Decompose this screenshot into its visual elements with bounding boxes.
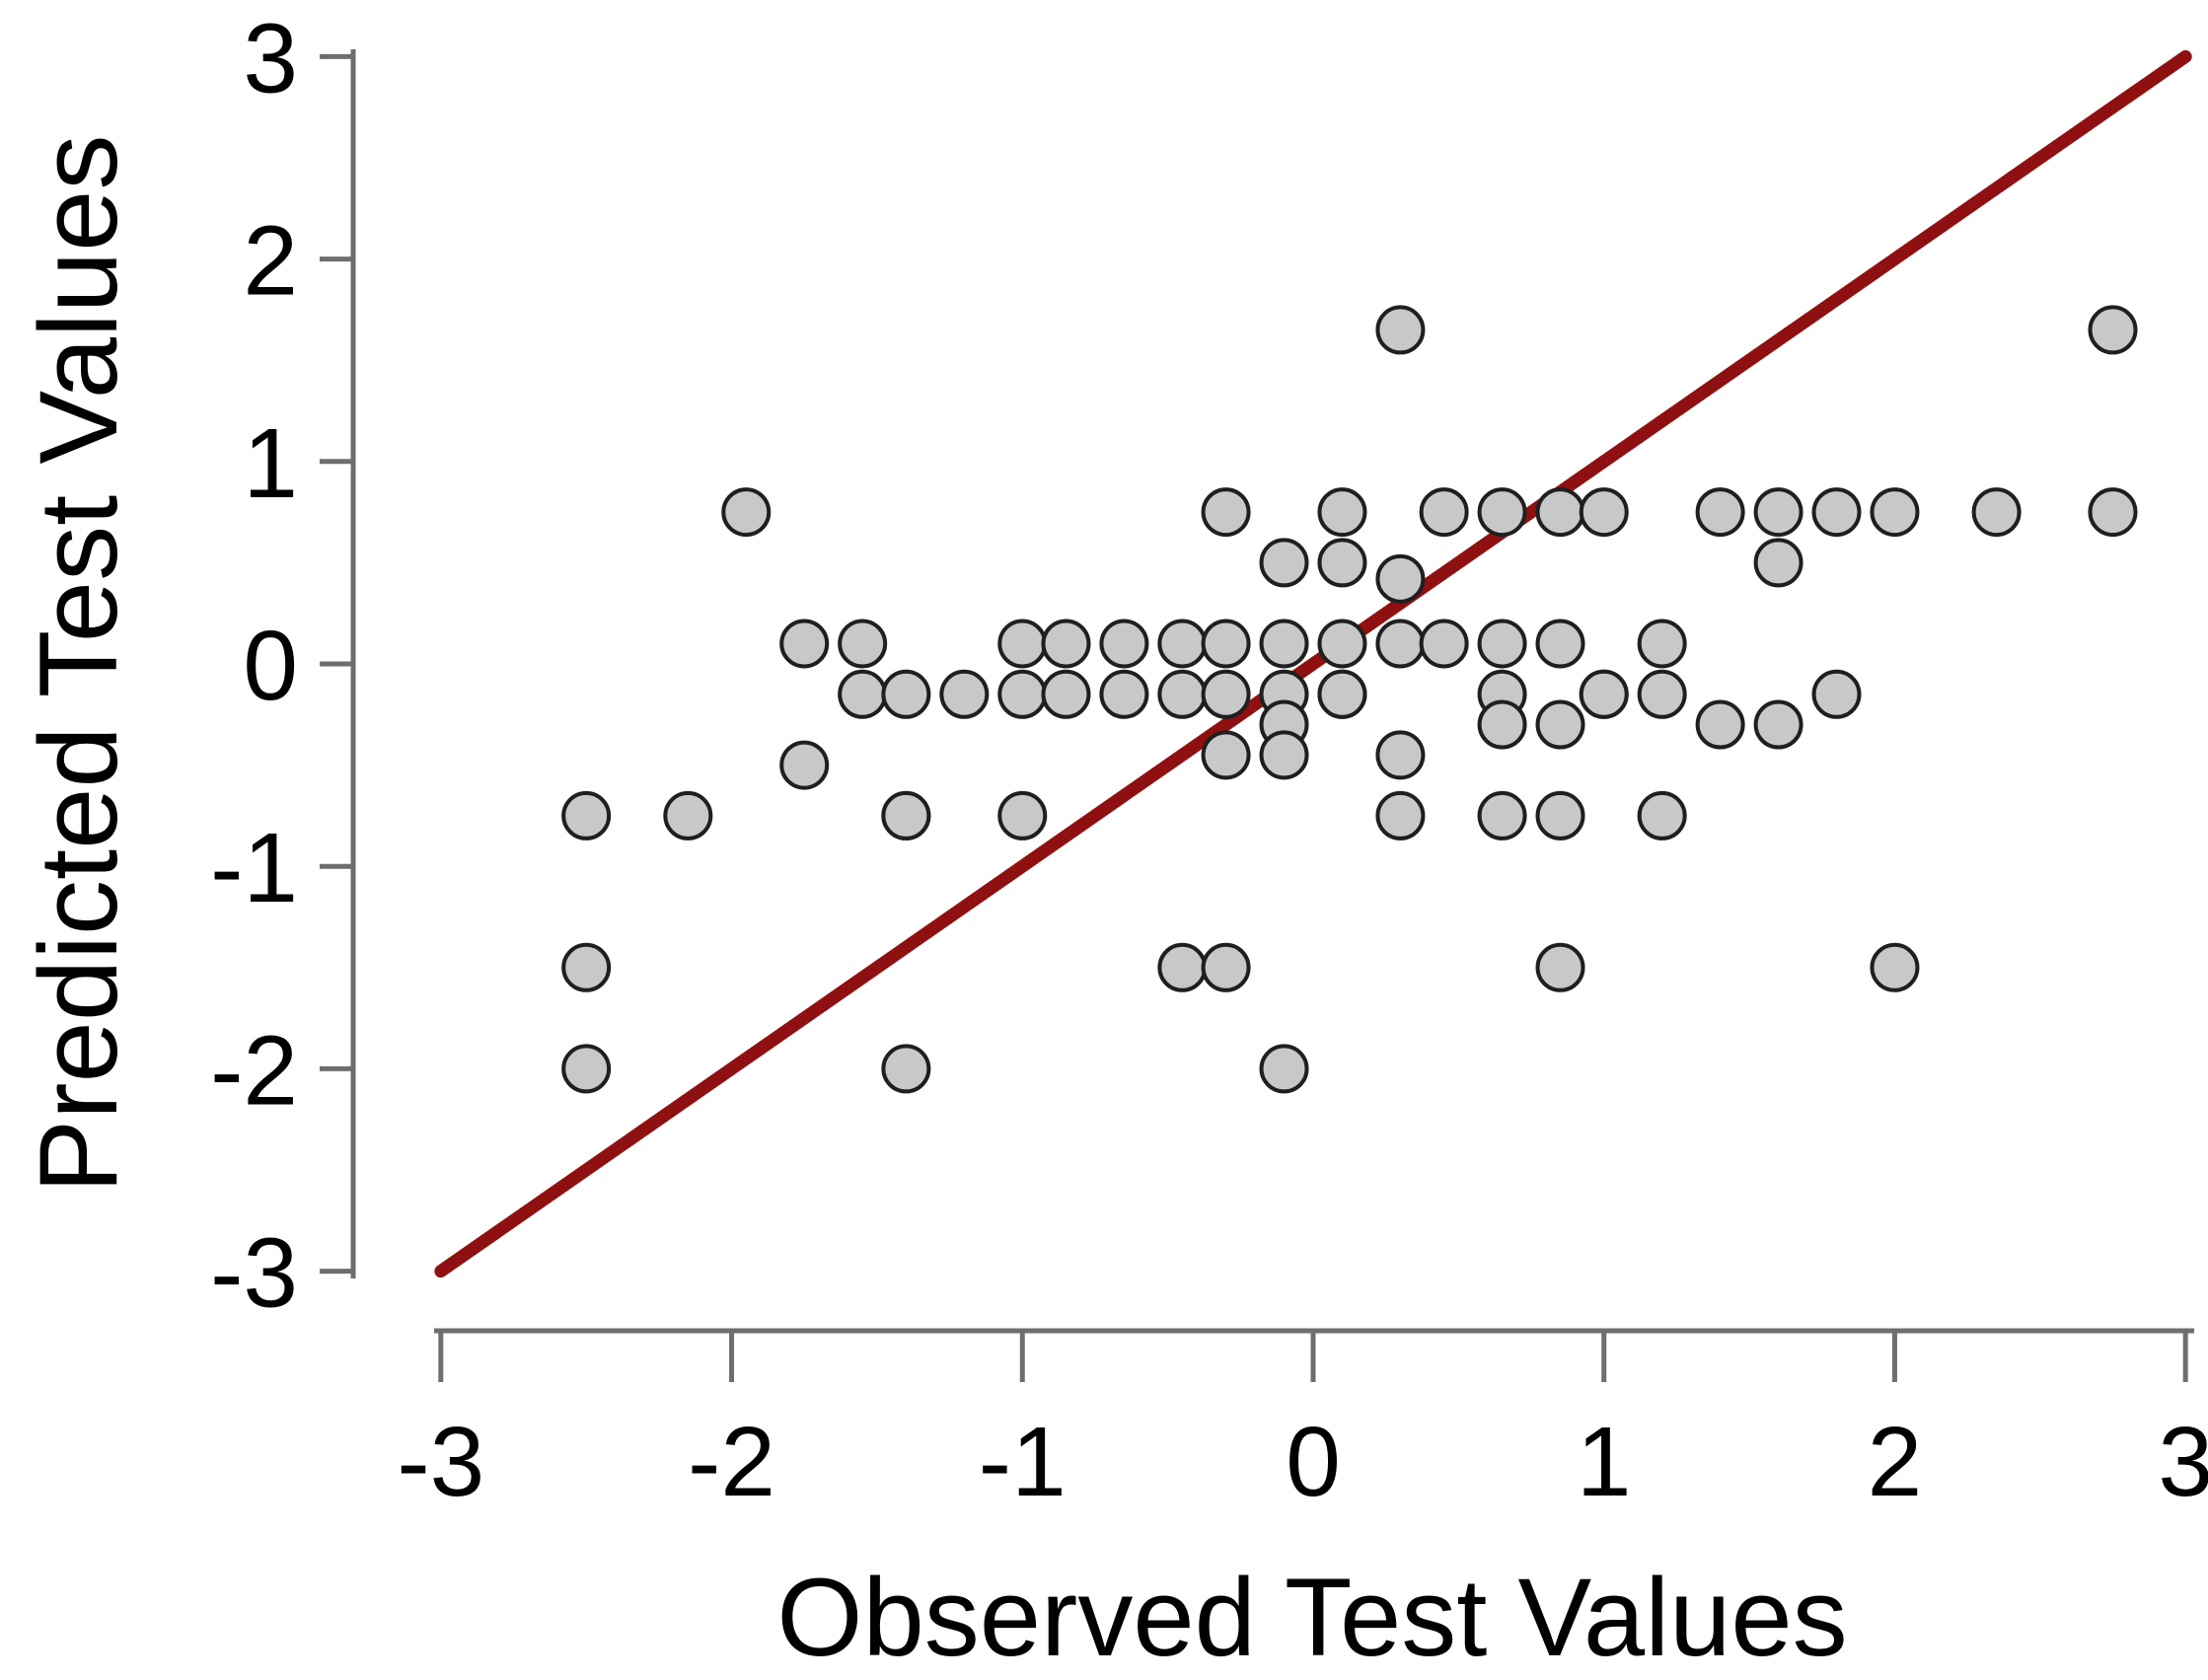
data-point xyxy=(1870,487,1920,538)
data-point xyxy=(1971,487,2022,538)
data-point xyxy=(779,619,830,669)
data-point xyxy=(721,487,772,538)
data-point xyxy=(1637,619,1687,669)
y-axis-title: Predicted Test Values xyxy=(17,135,140,1194)
x-tick-label: -1 xyxy=(979,1407,1067,1517)
data-point xyxy=(1317,487,1367,538)
data-point xyxy=(1375,790,1426,840)
data-point xyxy=(561,1044,612,1094)
data-point xyxy=(1753,538,1803,588)
data-point xyxy=(1259,538,1309,588)
data-point xyxy=(997,669,1048,719)
data-point xyxy=(881,790,931,840)
data-point xyxy=(1375,305,1426,355)
data-point xyxy=(939,669,990,719)
data-point xyxy=(1477,619,1527,669)
data-point xyxy=(1419,487,1469,538)
data-point xyxy=(1535,699,1585,750)
data-point xyxy=(1259,619,1309,669)
data-point xyxy=(1477,699,1527,750)
data-point xyxy=(1201,619,1251,669)
data-point xyxy=(1535,487,1585,538)
y-tick-label: 3 xyxy=(243,3,298,113)
data-point xyxy=(2088,487,2138,538)
data-point xyxy=(1753,699,1803,750)
data-point xyxy=(838,669,888,719)
data-point xyxy=(1259,730,1309,780)
identity-line-layer xyxy=(434,49,2192,1278)
data-point xyxy=(1477,790,1527,840)
data-point xyxy=(1259,1044,1309,1094)
data-point xyxy=(561,942,612,992)
x-tick-label: 1 xyxy=(1577,1407,1632,1517)
data-point xyxy=(1317,669,1367,719)
y-tick-label: -1 xyxy=(210,813,298,923)
data-point xyxy=(1157,942,1208,992)
data-point xyxy=(1753,487,1803,538)
data-point xyxy=(997,790,1048,840)
x-tick-label: -2 xyxy=(688,1407,775,1517)
y-tick-label: -2 xyxy=(210,1015,298,1126)
data-point xyxy=(1811,669,1862,719)
axes-layer: 3 2 1 0 -1 -2 -3 -3 -2 -1 0 1 2 3 xyxy=(210,3,2208,1517)
data-point xyxy=(1317,619,1367,669)
data-point xyxy=(1375,619,1426,669)
points-layer xyxy=(561,305,2138,1094)
y-tick-label: 2 xyxy=(243,206,298,317)
data-point xyxy=(1535,942,1585,992)
data-point xyxy=(1637,790,1687,840)
data-point xyxy=(1535,790,1585,840)
data-point xyxy=(1099,669,1149,719)
y-tick-label: 0 xyxy=(243,611,298,721)
x-tick-label: 0 xyxy=(1286,1407,1341,1517)
data-point xyxy=(1637,669,1687,719)
data-point xyxy=(1477,487,1527,538)
data-point xyxy=(1870,942,1920,992)
identity-line xyxy=(434,49,2192,1278)
data-point xyxy=(1419,619,1469,669)
data-point xyxy=(1157,669,1208,719)
data-point xyxy=(1201,730,1251,780)
data-point xyxy=(1317,538,1367,588)
data-point xyxy=(881,669,931,719)
data-point xyxy=(1201,669,1251,719)
data-point xyxy=(1041,619,1091,669)
data-point xyxy=(997,619,1048,669)
data-point xyxy=(1099,619,1149,669)
data-point xyxy=(779,740,830,790)
data-point xyxy=(1579,669,1629,719)
data-point xyxy=(1201,942,1251,992)
data-point xyxy=(1695,699,1745,750)
x-tick-label: 3 xyxy=(2158,1407,2208,1517)
data-point xyxy=(2088,305,2138,355)
x-tick-label: 2 xyxy=(1868,1407,1923,1517)
data-point xyxy=(1157,619,1208,669)
data-point xyxy=(1375,553,1426,604)
data-point xyxy=(1375,730,1426,780)
data-point xyxy=(1041,669,1091,719)
y-tick-label: -3 xyxy=(210,1218,298,1329)
data-point xyxy=(1695,487,1745,538)
data-point xyxy=(1811,487,1862,538)
data-point xyxy=(881,1044,931,1094)
data-point xyxy=(1535,619,1585,669)
x-tick-label: -3 xyxy=(397,1407,484,1517)
x-axis-title: Observed Test Values xyxy=(776,1556,1847,1679)
data-point xyxy=(663,790,713,840)
data-point xyxy=(1201,487,1251,538)
y-tick-label: 1 xyxy=(243,408,298,519)
data-point xyxy=(838,619,888,669)
data-point xyxy=(1579,487,1629,538)
data-point xyxy=(561,790,612,840)
